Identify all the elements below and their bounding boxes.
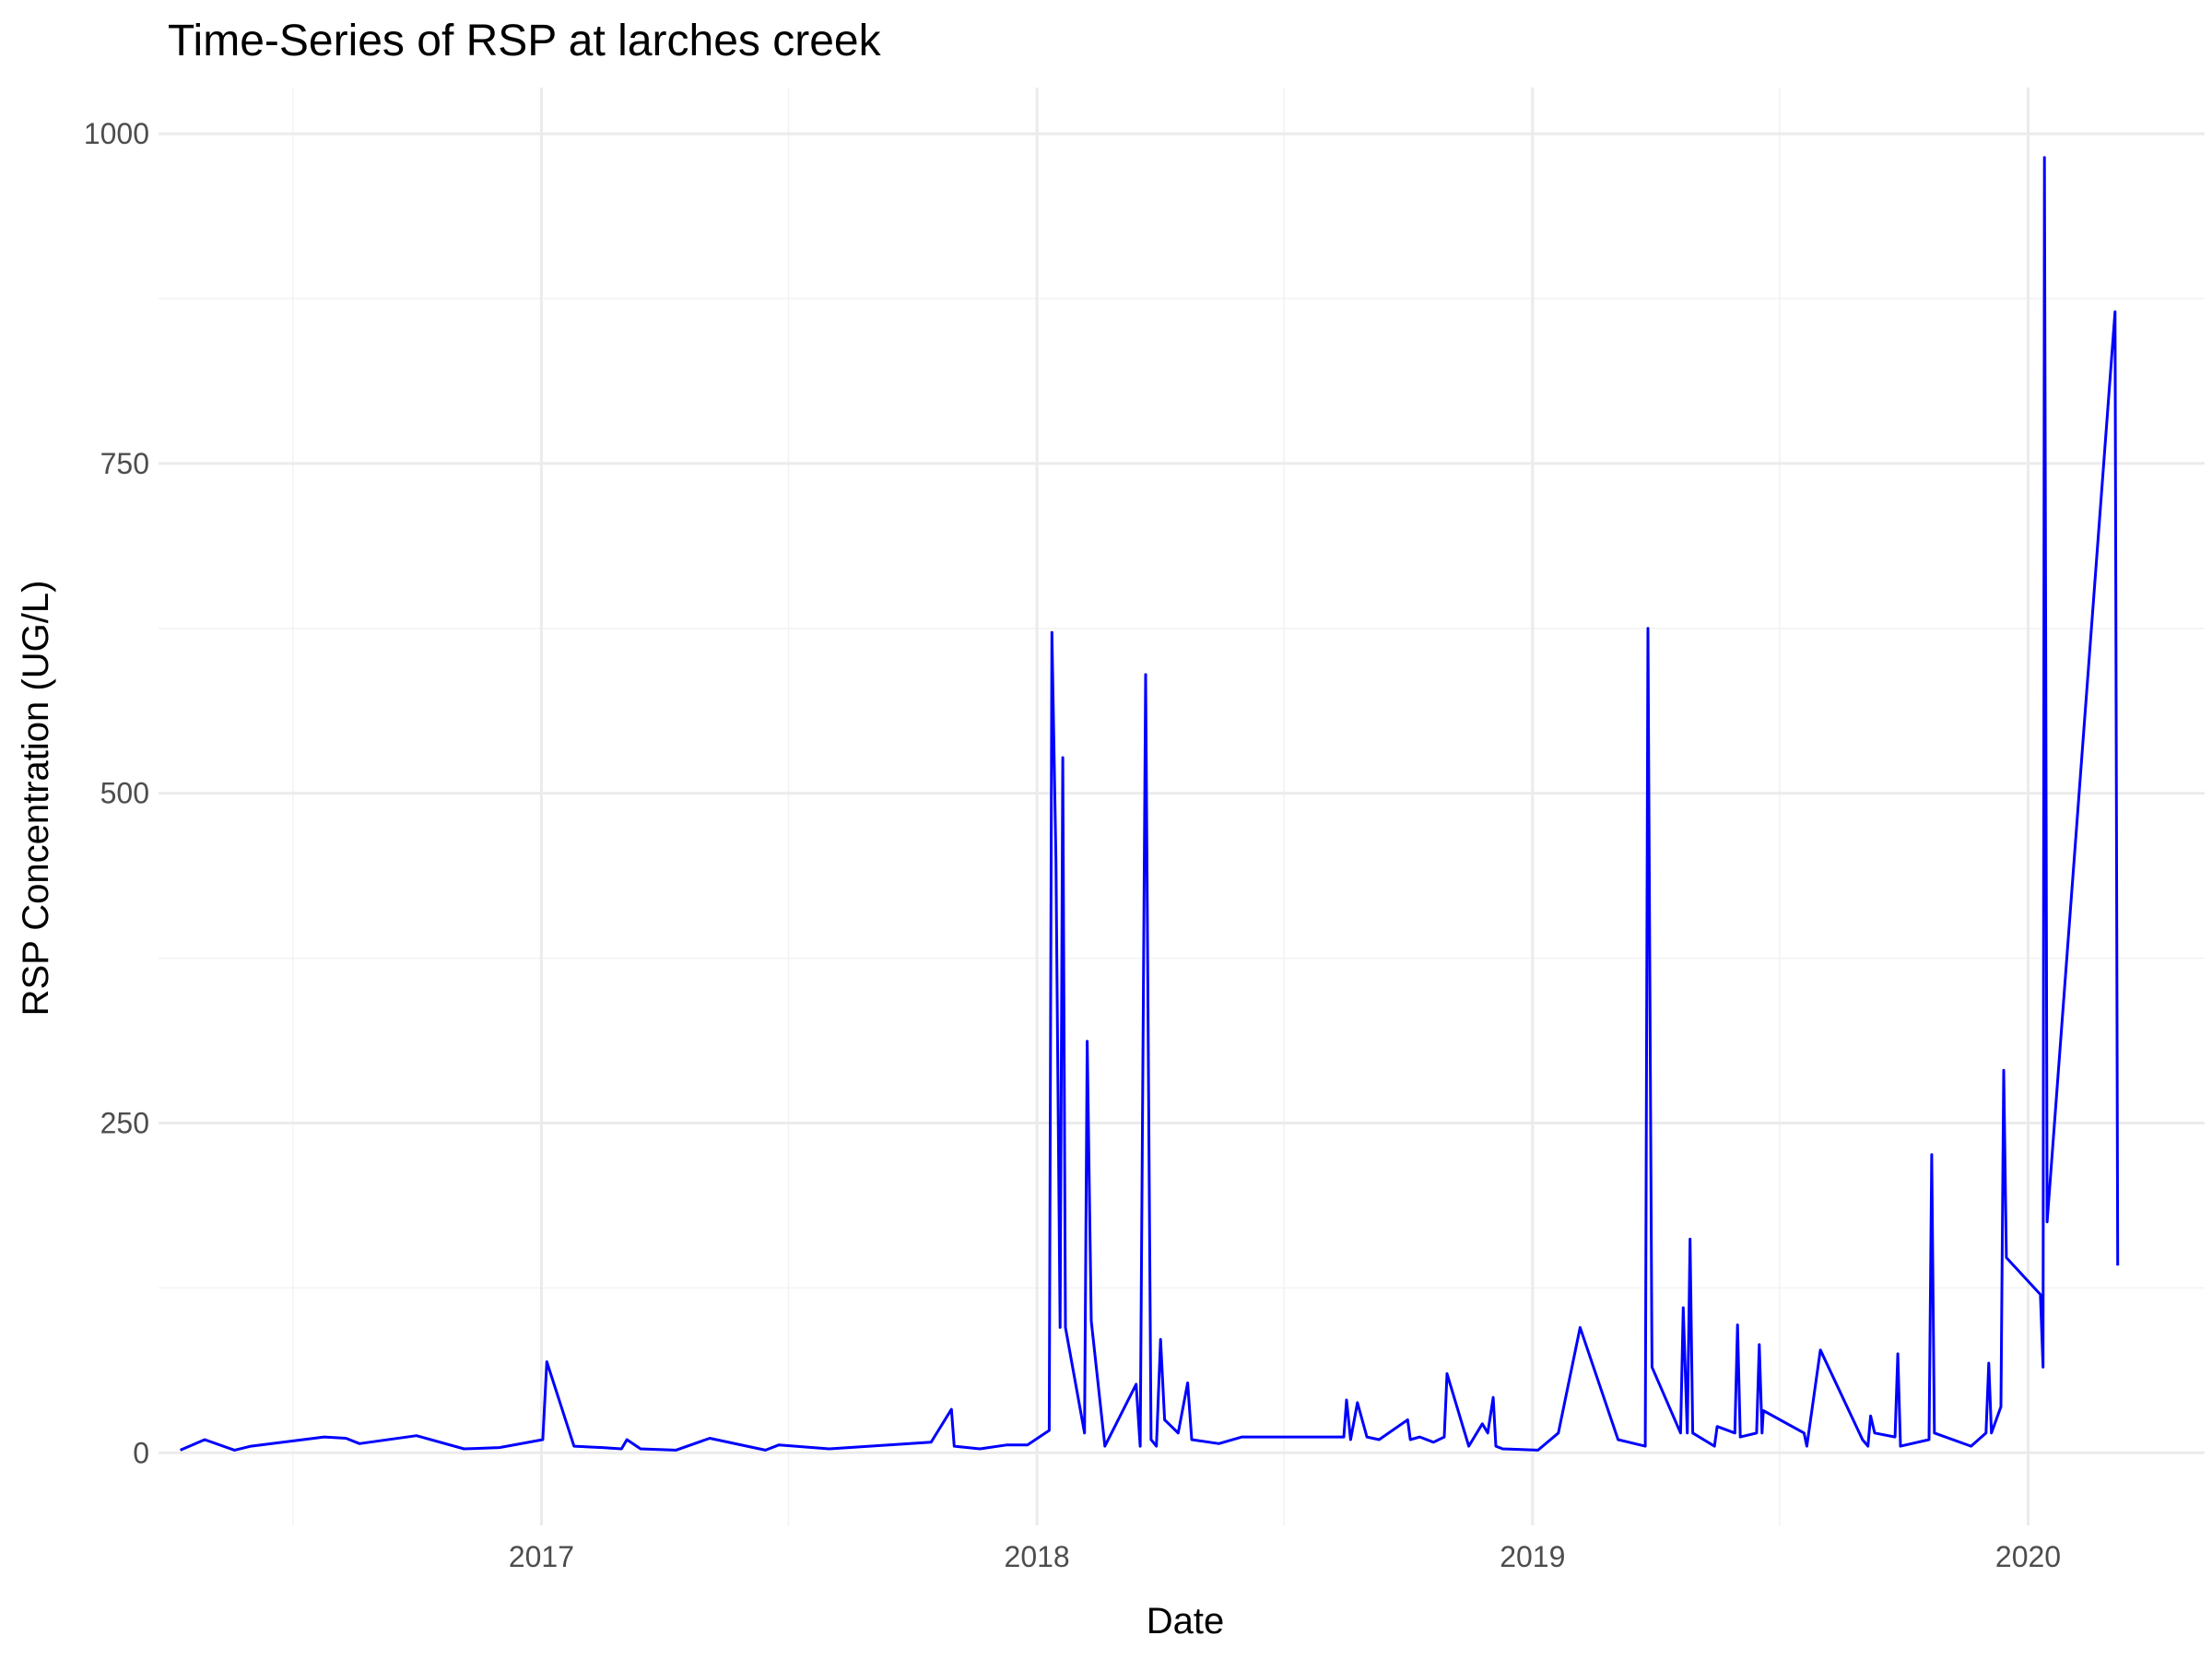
x-tick-label: 2019	[1500, 1540, 1565, 1573]
y-tick-label: 250	[100, 1106, 149, 1139]
rsp-series-line	[180, 156, 2120, 1452]
tick-layer: 0 250 500 750 1000 2017 2018 2019 2020	[84, 117, 2061, 1573]
series-layer	[180, 156, 2120, 1452]
x-tick-label: 2018	[1005, 1540, 1070, 1573]
y-tick-label: 0	[133, 1436, 149, 1469]
x-tick-label: 2017	[509, 1540, 574, 1573]
grid-layer	[159, 88, 2205, 1525]
y-tick-label: 750	[100, 447, 149, 480]
chart-title: Time-Series of RSP at larches creek	[168, 17, 882, 65]
x-tick-label: 2020	[1995, 1540, 2061, 1573]
x-axis-title: Date	[1147, 1601, 1225, 1641]
y-tick-label: 500	[100, 777, 149, 810]
y-axis-title: RSP Concentration (UG/L)	[16, 581, 56, 1017]
y-tick-label: 1000	[84, 117, 149, 150]
